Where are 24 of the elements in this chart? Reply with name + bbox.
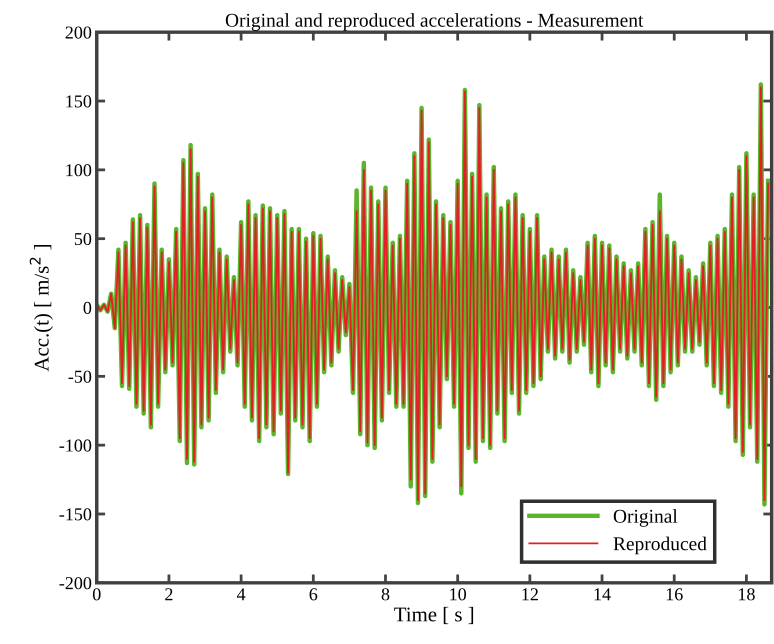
y-tick-label: -50 xyxy=(68,370,92,383)
legend-label: Original xyxy=(614,509,678,527)
y-tick-label: -100 xyxy=(59,439,92,452)
x-tick-label: 8 xyxy=(382,588,390,600)
x-tick-label: 6 xyxy=(310,588,318,600)
chart-title: Original and reproduced accelerations - Measurement xyxy=(226,13,644,31)
y-tick-label: 200 xyxy=(66,26,92,39)
y-tick-label: 150 xyxy=(66,95,92,108)
x-tick-label: 12 xyxy=(522,588,538,600)
x-tick-label: 18 xyxy=(738,588,755,600)
y-tick-label: -150 xyxy=(59,508,92,520)
y-tick-label: 0 xyxy=(84,302,92,314)
y-tick-label: 100 xyxy=(66,164,92,176)
legend-label: Reproduced xyxy=(614,536,707,554)
x-tick-label: 10 xyxy=(450,588,466,600)
x-tick-label: 4 xyxy=(236,588,246,600)
x-tick-label: 2 xyxy=(165,588,172,600)
x-tick-label: 0 xyxy=(92,588,101,600)
x-tick-label: 14 xyxy=(594,588,611,600)
y-tick-label: 50 xyxy=(74,232,92,246)
x-tick-label: 16 xyxy=(666,588,683,600)
x-axis-title: Time [ s ] xyxy=(394,606,474,624)
y-tick-label: -200 xyxy=(59,577,92,590)
y-axis-title: Acc.(t) [ m/s$^{2}$ ] xyxy=(30,245,53,372)
